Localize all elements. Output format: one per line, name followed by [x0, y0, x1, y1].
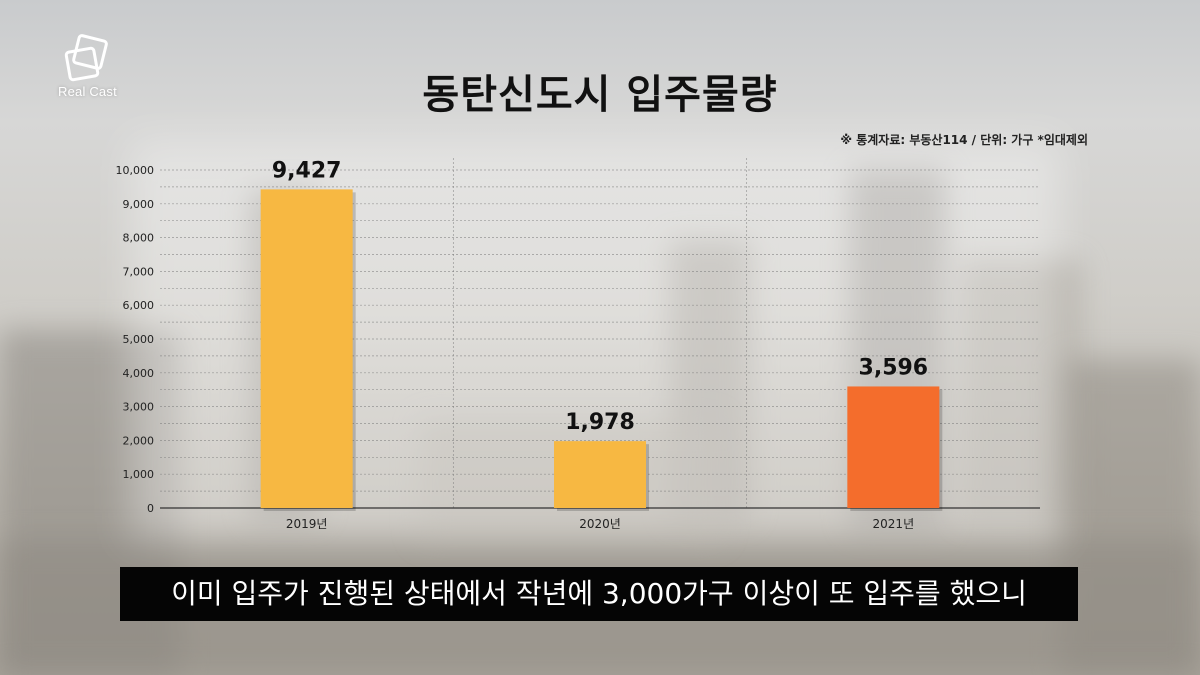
x-tick-label: 2020년	[579, 517, 621, 531]
page-title: 동탄신도시 입주물량	[422, 72, 778, 118]
y-tick-label: 4,000	[123, 367, 155, 380]
caption-bar	[120, 567, 1078, 621]
data-label: 9,427	[272, 158, 342, 183]
source-note: ※ 통계자료: 부동산114 / 단위: 가구 *임대제외	[840, 133, 1088, 147]
y-tick-label: 6,000	[123, 299, 155, 312]
y-tick-label: 2,000	[123, 434, 155, 447]
realcast-logo-icon	[64, 34, 108, 82]
y-tick-label: 9,000	[123, 198, 155, 211]
caption-text: 이미 입주가 진행된 상태에서 작년에 3,000가구 이상이 또 입주를 했으…	[171, 577, 1027, 610]
data-label: 3,596	[859, 355, 929, 380]
bar-2019년	[260, 189, 353, 508]
y-tick-label: 3,000	[123, 401, 155, 414]
y-tick-label: 8,000	[123, 232, 155, 245]
y-tick-label: 5,000	[123, 333, 155, 346]
y-tick-label: 0	[147, 502, 154, 515]
x-tick-label: 2019년	[286, 517, 328, 531]
y-tick-label: 1,000	[123, 468, 155, 481]
y-tick-label: 7,000	[123, 265, 155, 278]
data-label: 1,978	[565, 410, 635, 435]
x-tick-label: 2021년	[873, 517, 915, 531]
logo-text: Real Cast	[58, 84, 117, 99]
bar-2021년	[847, 386, 940, 508]
bar-2020년	[554, 441, 646, 508]
y-tick-label: 10,000	[116, 164, 155, 177]
